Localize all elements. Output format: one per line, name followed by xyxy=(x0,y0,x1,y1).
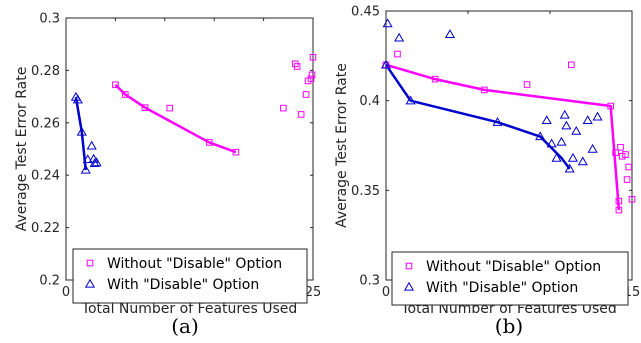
panel-b-point-without xyxy=(617,143,624,151)
panel-b-point-with xyxy=(582,115,593,125)
panel-a-point-without xyxy=(205,139,213,146)
panel-b-point-without xyxy=(615,197,623,205)
panel-a-y-tick-label: 0.3 xyxy=(39,12,60,27)
panel-b-y-axis-label: Average Test Error Rate xyxy=(334,63,350,228)
panel-a-axes-box xyxy=(65,17,314,281)
panel-a-y-axis-label: Average Test Error Rate xyxy=(14,67,30,232)
panel-b-point-without xyxy=(623,176,631,183)
panel-a-legend-label-without: Without "Disable" Option xyxy=(107,256,282,272)
panel-a-point-without xyxy=(166,104,174,112)
panel-a-point-without xyxy=(141,104,149,111)
panel-b-legend-marker-with xyxy=(403,281,415,291)
panel-a-x-axis-label: Total Number of Features Used xyxy=(81,301,297,317)
panel-b-point-with xyxy=(567,152,579,162)
panel-b-point-without xyxy=(615,206,623,214)
panel-b-point-without xyxy=(523,81,531,88)
panel-a-point-without xyxy=(308,71,316,79)
panel-b-frontier-line-without xyxy=(385,63,621,211)
panel-b-y-tick-label: 0.35 xyxy=(351,184,380,199)
panel-a-legend-label-with: With "Disable" Option xyxy=(107,277,259,293)
panel-b-point-with xyxy=(492,116,503,126)
panel-a-legend-box xyxy=(72,248,308,304)
panel-a-y-tick-label: 0.24 xyxy=(31,169,60,184)
panel-a-frontier-line-without xyxy=(114,83,237,154)
panel-b-axes-box xyxy=(385,10,633,281)
panel-a-point-without xyxy=(307,75,315,83)
panel-a-point-without xyxy=(112,81,119,89)
panel-a-point-with xyxy=(88,153,99,163)
panel-b-frontier-line-with xyxy=(384,64,571,170)
panel-a-point-without xyxy=(280,104,287,112)
panel-a-point-with xyxy=(80,164,91,174)
panel-b-point-with xyxy=(380,59,392,69)
panel-b-y-tick-label: 0.4 xyxy=(359,94,380,109)
panel-a-y-tick-label: 0.28 xyxy=(31,64,60,79)
panel-b-point-with xyxy=(556,136,567,146)
panel-a-point-with xyxy=(91,157,102,167)
panel-a-point-with xyxy=(82,154,93,164)
panel-a-x-tick-label: 25 xyxy=(305,285,322,300)
panel-b-point-with xyxy=(561,120,572,130)
panel-b-point-with xyxy=(577,156,588,166)
panel-b-point-with xyxy=(564,163,575,173)
panel-b-point-with xyxy=(444,29,456,38)
caption-a: (a) xyxy=(171,314,199,338)
panel-b-point-with xyxy=(559,109,570,119)
panel-a-legend-marker-with xyxy=(84,278,96,288)
panel-b-point-without xyxy=(622,151,629,158)
panel-b-point-without xyxy=(628,196,636,203)
panel-b-y-tick-label: 0.3 xyxy=(359,274,380,289)
panel-a-y-tick-label: 0.26 xyxy=(31,116,60,131)
panel-b-point-without xyxy=(431,75,439,83)
panel-b-point-with xyxy=(546,138,557,148)
panel-b-point-without xyxy=(394,50,401,58)
panel-b-point-with xyxy=(535,131,546,141)
panel-a-point-without xyxy=(302,91,310,98)
panel-a-point-without xyxy=(121,91,129,98)
panel-a-point-without xyxy=(293,63,301,70)
panel-b-point-with xyxy=(571,125,582,135)
panel-a-point-without xyxy=(309,54,317,61)
panel-b-point-without xyxy=(481,86,488,94)
panel-a-point-without xyxy=(297,111,305,118)
caption-b: (b) xyxy=(495,314,523,338)
panel-a-point-with xyxy=(86,140,97,150)
panel-b-x-tick-label: 0 xyxy=(382,285,390,300)
panel-b-point-with xyxy=(551,152,562,162)
panel-a-frontier-line-with xyxy=(74,96,88,171)
panel-b-legend-label-without: Without "Disable" Option xyxy=(426,259,601,275)
panel-b-point-with xyxy=(405,95,416,105)
panel-b-point-with xyxy=(587,143,598,153)
panel-b-point-without xyxy=(607,102,614,110)
panel-a-point-with xyxy=(72,94,83,104)
panel-b-legend-box xyxy=(391,251,629,306)
panel-b-point-without xyxy=(625,163,633,171)
panel-a-legend: Without "Disable" Option With "Disable" O… xyxy=(72,248,308,304)
panel-a-legend-marker-without xyxy=(86,259,94,267)
panel-b-point-with xyxy=(382,18,393,28)
panel-a-point-with xyxy=(89,158,100,168)
panel-b-legend: Without "Disable" Option With "Disable" O… xyxy=(391,251,629,306)
panel-a-y-tick-label: 0.2 xyxy=(39,274,60,289)
panel-b-point-without xyxy=(568,61,575,69)
panel-b-point-with xyxy=(541,115,552,125)
panel-a-point-with xyxy=(76,126,87,136)
panel-a-y-tick-label: 0.22 xyxy=(31,221,60,236)
panel-b-y-tick-label: 0.45 xyxy=(351,5,380,20)
panel-a-point-without xyxy=(232,148,240,156)
panel-b-legend-marker-without xyxy=(405,262,413,270)
panel-b-point-with xyxy=(592,111,603,121)
panel-a-x-tick-label: 0 xyxy=(62,285,70,300)
panel-b-point-with xyxy=(394,32,405,42)
panel-b-legend-label-with: With "Disable" Option xyxy=(426,280,578,296)
panel-b-point-without xyxy=(612,149,619,156)
